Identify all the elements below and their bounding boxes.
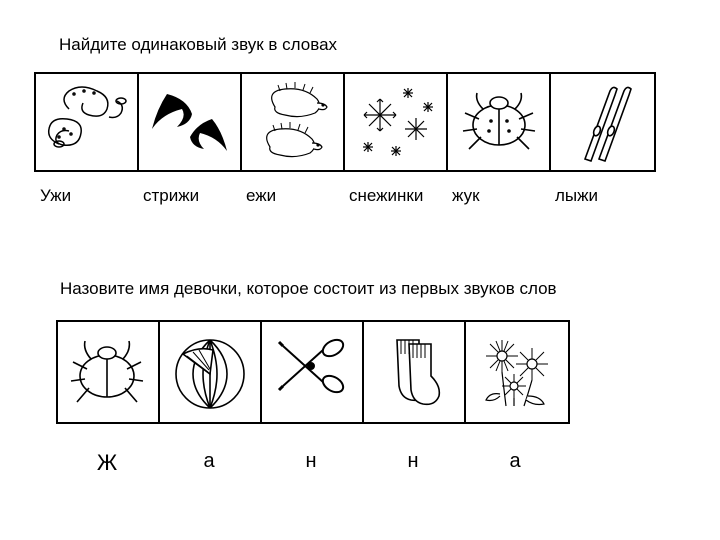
beetle-icon bbox=[451, 79, 546, 165]
task1-cell bbox=[242, 74, 345, 170]
task2-row bbox=[56, 320, 570, 424]
task2-labels: Ж а н н а bbox=[56, 450, 566, 476]
task1-cell bbox=[448, 74, 551, 170]
task1-labels: Ужи стрижи ежи снежинки жук лыжи bbox=[40, 186, 658, 206]
task2-label: а bbox=[158, 450, 260, 476]
task1-label: лыжи bbox=[555, 186, 658, 206]
socks-icon bbox=[367, 326, 461, 418]
task2-cell bbox=[262, 322, 364, 422]
task2-cell bbox=[466, 322, 568, 422]
task2-instruction: Назовите имя девочки, которое состоит из… bbox=[60, 279, 557, 299]
skis-icon bbox=[555, 79, 650, 165]
snowflakes-icon bbox=[348, 79, 443, 165]
hedgehogs-icon bbox=[245, 79, 340, 165]
task1-cell bbox=[345, 74, 448, 170]
watermelon-icon bbox=[163, 326, 257, 418]
task2-cell bbox=[364, 322, 466, 422]
swifts-icon bbox=[142, 79, 237, 165]
task1-row bbox=[34, 72, 656, 172]
task2-label: Ж bbox=[56, 450, 158, 476]
snakes-icon bbox=[39, 79, 134, 165]
task1-cell bbox=[36, 74, 139, 170]
task2-cell bbox=[58, 322, 160, 422]
scissors-icon bbox=[265, 326, 359, 418]
flowers-icon bbox=[470, 326, 564, 418]
task1-instruction: Найдите одинаковый звук в словах bbox=[59, 35, 337, 55]
task2-label: н bbox=[362, 450, 464, 476]
task1-label: стрижи bbox=[143, 186, 246, 206]
task1-label: ежи bbox=[246, 186, 349, 206]
task1-label: жук bbox=[452, 186, 555, 206]
task1-cell bbox=[139, 74, 242, 170]
task2-label: н bbox=[260, 450, 362, 476]
task1-cell bbox=[551, 74, 654, 170]
beetle-icon bbox=[61, 326, 155, 418]
task1-label: Ужи bbox=[40, 186, 143, 206]
task1-label: снежинки bbox=[349, 186, 452, 206]
task2-cell bbox=[160, 322, 262, 422]
task2-label: а bbox=[464, 450, 566, 476]
